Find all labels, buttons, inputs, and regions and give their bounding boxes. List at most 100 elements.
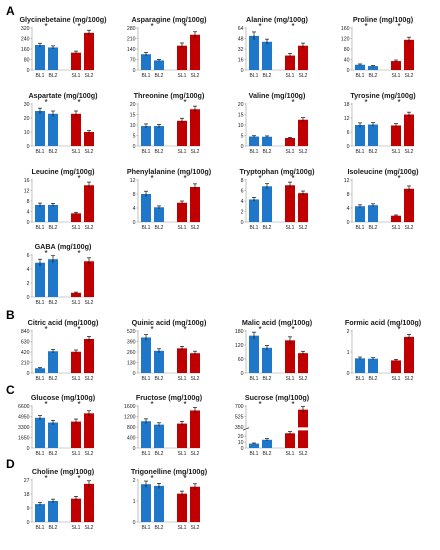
chart-17: Glucose (mg/100g) 0 1650 3300 4950 6600 BL1 BL2… xyxy=(18,393,96,457)
bar-sl1 xyxy=(71,52,81,70)
y-tick-label: 180 xyxy=(235,329,244,335)
bar-bl2 xyxy=(368,205,378,222)
chart-1: Asparagine (mg/100g) 0 70 140 210 280 BL1 BL2 SL… xyxy=(127,15,207,79)
x-tick-label: SL1 xyxy=(72,451,81,457)
x-tick-label: SL1 xyxy=(392,149,401,155)
chart-title: Formic acid (mg/100g) xyxy=(345,318,422,327)
bar-bl2 xyxy=(48,259,58,297)
significance-star: * xyxy=(77,400,80,409)
bar-sl2 xyxy=(298,353,308,373)
x-tick-label: SL2 xyxy=(405,376,414,382)
x-tick-label: SL1 xyxy=(392,376,401,382)
y-tick-label: 210 xyxy=(21,360,30,366)
bar-bl1 xyxy=(249,335,259,373)
bar-sl1 xyxy=(71,213,81,222)
chart-title: Citric acid (mg/100g) xyxy=(28,318,99,327)
y-tick-label: 18 xyxy=(24,492,30,498)
bar-bl2 xyxy=(368,124,378,146)
bar-bl1 xyxy=(35,45,45,70)
y-tick-label: 9 xyxy=(27,506,30,512)
x-tick-label: BL2 xyxy=(263,376,272,382)
significance-star: * xyxy=(258,400,261,409)
bar-sl2 xyxy=(404,188,414,222)
y-tick-label: 700 xyxy=(235,404,244,410)
x-tick-label: SL1 xyxy=(72,300,81,306)
y-tick-label: 8 xyxy=(241,178,244,184)
y-tick-label: 420 xyxy=(21,350,30,356)
significance-star: * xyxy=(150,325,153,334)
y-tick-label: 120 xyxy=(341,36,350,42)
y-tick-label: 240 xyxy=(21,36,30,42)
significance-star: * xyxy=(44,400,47,409)
x-tick-label: BL2 xyxy=(263,149,272,155)
bar-sl1 xyxy=(177,45,187,70)
significance-star: * xyxy=(183,400,186,409)
x-tick-label: BL1 xyxy=(250,73,259,79)
x-tick-label: BL1 xyxy=(36,225,45,231)
y-tick-label: 12 xyxy=(130,178,136,184)
bar-bl1 xyxy=(35,417,45,448)
x-tick-label: BL1 xyxy=(356,376,365,382)
x-tick-label: BL1 xyxy=(356,149,365,155)
x-tick-label: SL2 xyxy=(191,525,200,531)
y-tick-label: 160 xyxy=(21,47,30,53)
x-tick-label: SL2 xyxy=(85,376,94,382)
y-tick-label: 20 xyxy=(238,434,244,440)
chart-title: Aspartate (mg/100g) xyxy=(28,91,98,100)
y-tick-label: 0 xyxy=(133,144,136,150)
y-tick-label: 280 xyxy=(127,26,136,32)
bar-bl1 xyxy=(355,64,365,70)
bar-bl1 xyxy=(249,35,259,70)
bar-sl1 xyxy=(177,493,187,522)
bar-sl2 xyxy=(298,45,308,70)
y-tick-label: 0 xyxy=(241,371,244,377)
significance-star: * xyxy=(44,474,47,483)
y-tick-label: 0 xyxy=(347,371,350,377)
chart-title: GABA (mg/100g) xyxy=(35,242,92,251)
bar-sl2 xyxy=(298,119,308,146)
x-tick-label: SL2 xyxy=(299,149,308,155)
bar-bl2 xyxy=(154,207,164,222)
y-tick-label: 12 xyxy=(24,188,30,194)
chart-title: Isoleucine (mg/100g) xyxy=(347,167,419,176)
significance-star: * xyxy=(258,325,261,334)
chart-title: Quinic acid (mg/100g) xyxy=(132,318,207,327)
x-tick-label: SL1 xyxy=(286,225,295,231)
bar-bl2 xyxy=(154,126,164,146)
x-tick-label: BL2 xyxy=(49,525,58,531)
x-tick-label: BL1 xyxy=(36,376,45,382)
bar-bl2 xyxy=(48,204,58,222)
y-tick-label: 12 xyxy=(344,116,350,122)
significance-star: * xyxy=(77,474,80,483)
bar-bl1 xyxy=(35,504,45,522)
chart-title: Tyrosine (mg/100g) xyxy=(350,91,416,100)
y-tick-label: 8 xyxy=(347,192,350,198)
bar-sl1 xyxy=(391,125,401,146)
y-tick-label: 6600 xyxy=(18,404,30,410)
bar-bl1 xyxy=(141,194,151,222)
x-tick-label: SL1 xyxy=(178,149,187,155)
significance-star: * xyxy=(397,174,400,183)
x-tick-label: BL1 xyxy=(36,149,45,155)
x-tick-label: BL2 xyxy=(49,376,58,382)
bar-sl2 xyxy=(84,32,94,70)
x-tick-label: SL1 xyxy=(72,149,81,155)
bar-sl1 xyxy=(285,433,295,448)
chart-title: Sucrose (mg/100g) xyxy=(245,393,310,402)
bar-bl1 xyxy=(141,484,151,522)
significance-star: * xyxy=(44,325,47,334)
x-tick-label: SL2 xyxy=(85,225,94,231)
y-tick-label: 0 xyxy=(133,520,136,526)
bar-bl2 xyxy=(262,41,272,70)
significance-star: * xyxy=(183,174,186,183)
y-tick-label: 320 xyxy=(21,26,30,32)
x-tick-label: BL2 xyxy=(155,73,164,79)
significance-star: * xyxy=(291,98,294,107)
x-tick-label: SL2 xyxy=(191,149,200,155)
y-tick-label: 0 xyxy=(133,371,136,377)
y-tick-label: 1200 xyxy=(124,414,136,420)
y-tick-label: 16 xyxy=(238,57,244,63)
chart-title: Trigonelline (mg/100g) xyxy=(131,467,208,476)
x-tick-label: SL1 xyxy=(178,525,187,531)
bar-sl2 xyxy=(190,109,200,146)
